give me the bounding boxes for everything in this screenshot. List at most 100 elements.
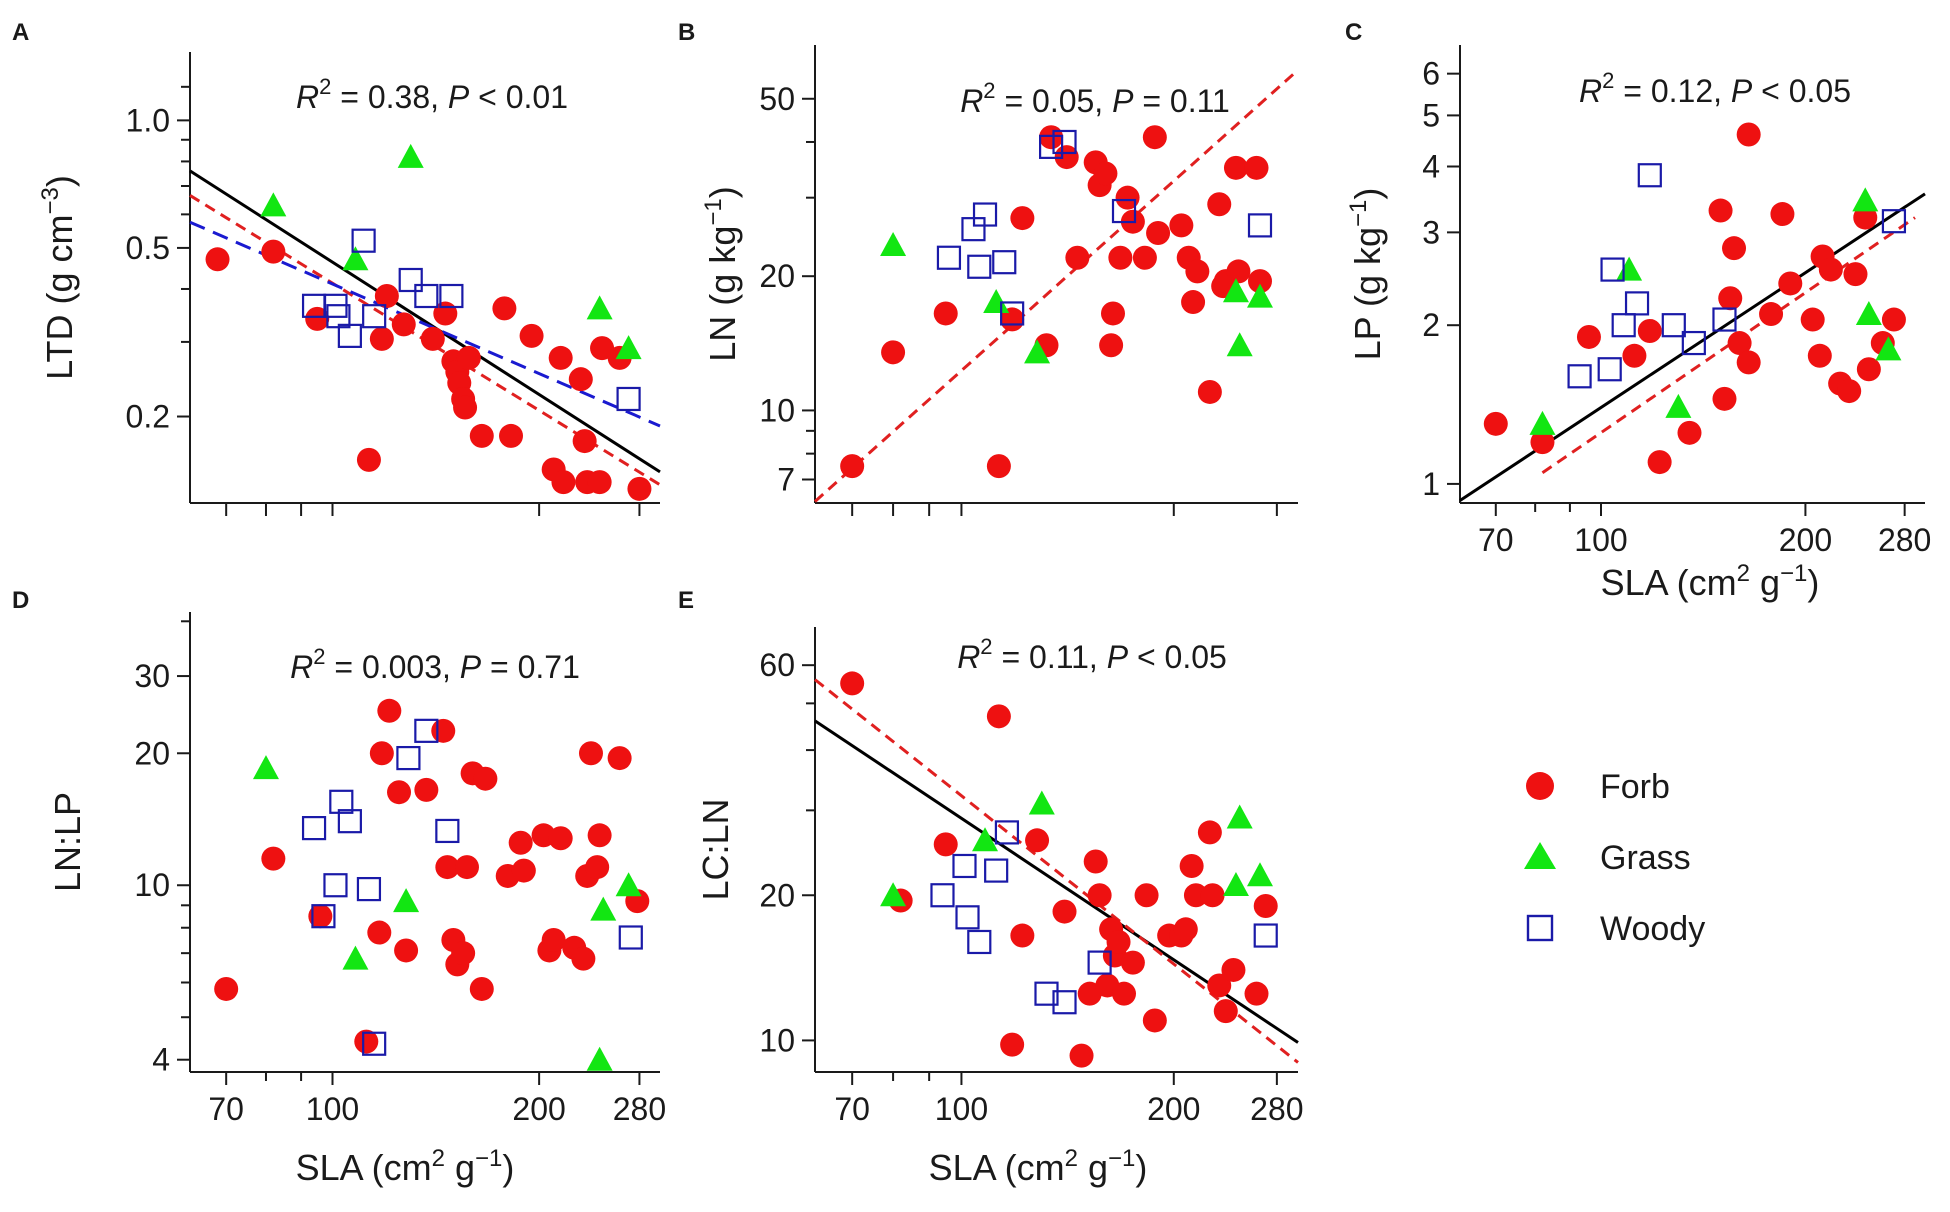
forb-point [1837, 379, 1862, 404]
grass-point [1852, 187, 1879, 212]
panel-label: E [678, 587, 694, 614]
woody-point [967, 929, 992, 955]
woody-point [1052, 990, 1077, 1015]
x-tick-label: 100 [306, 1091, 359, 1127]
forb-point [374, 284, 399, 309]
forb-point [1087, 883, 1112, 908]
y-tick-label: 7 [777, 461, 795, 497]
woody-point [329, 789, 354, 814]
forb-point [986, 454, 1011, 479]
forb-point [1099, 333, 1124, 358]
panel-B: B 7 10 20 50 LN (g kg−1) R2 = 0.05, P = 0.11 [678, 19, 1299, 516]
y-axis-title: LP (g kg−1) [1345, 188, 1388, 361]
x-tick-label: 280 [1250, 1091, 1303, 1127]
forb-point [508, 830, 533, 855]
forb-point [1843, 262, 1868, 287]
forb-point [1722, 236, 1747, 261]
grass-point [252, 755, 279, 780]
woody-point [362, 304, 387, 329]
x-tick-label: 200 [1779, 522, 1832, 558]
forb-point [1200, 883, 1225, 908]
forb-point [1253, 893, 1278, 918]
woody-point [1253, 923, 1278, 948]
forb-point [1576, 324, 1601, 349]
forb-point [261, 846, 286, 871]
forb-point [453, 395, 478, 420]
forb-point [1185, 259, 1210, 284]
forb-point [1083, 849, 1108, 874]
forb-point [1807, 343, 1832, 368]
grass-point [397, 143, 424, 168]
y-tick-label: 10 [759, 392, 795, 428]
forb-point [572, 429, 597, 454]
forb-point [1856, 357, 1881, 382]
forb-point [551, 470, 576, 495]
woody-point [955, 905, 980, 930]
y-tick-label: 3 [1422, 214, 1440, 250]
woody-point [1000, 301, 1025, 326]
grass-point [880, 882, 907, 907]
grass-point [1222, 872, 1249, 897]
forb-point [1120, 950, 1145, 975]
grass-point [586, 295, 613, 320]
y-axis-title: LC:LN [695, 798, 736, 900]
forb-point [1247, 269, 1272, 294]
y-axis-title: LN (g kg−1) [700, 186, 743, 361]
panel-D: D 4 10 20 30 70 100 200 280 LN:LP SLA (cm2 g−1) R2 … [12, 587, 666, 1188]
forb-point [1142, 125, 1167, 150]
forb-point [1770, 202, 1795, 227]
forb-point [1052, 899, 1077, 924]
forb-point [1727, 331, 1752, 356]
forb-point [431, 718, 456, 743]
stats-annotation: R2 = 0.12, P < 0.05 [1579, 68, 1851, 109]
woody-point [952, 853, 977, 879]
y-tick-label: 1.0 [126, 102, 170, 138]
woody-point [311, 904, 336, 929]
forb-point [1708, 198, 1733, 223]
grass-point [342, 246, 369, 271]
forb-point [1213, 999, 1238, 1024]
woody-point [435, 818, 460, 844]
x-tick-label: 100 [935, 1091, 988, 1127]
woody-point [1611, 313, 1636, 338]
forb-point [587, 470, 612, 495]
forb-point [578, 741, 603, 766]
forb-point [840, 454, 865, 479]
forb-point [1197, 820, 1222, 845]
grass-point [1222, 278, 1249, 303]
fit-line-forb [814, 678, 1299, 1064]
forb-point [571, 946, 596, 971]
y-axis-title: LN:LP [47, 792, 88, 892]
forb-point [1132, 245, 1157, 270]
forb-point [1223, 155, 1248, 180]
panel-label: C [1345, 19, 1362, 46]
forb-point [435, 855, 460, 880]
forb-point [261, 239, 286, 264]
woody-point [301, 816, 327, 841]
forb-point [369, 741, 394, 766]
forb-point [499, 423, 524, 448]
panel-C: C 1 2 3 4 5 6 70 100 200 280 LP (g kg−1) SLA (cm2 g−… [1345, 19, 1931, 603]
woody-point [1600, 257, 1625, 282]
woody-point [1039, 134, 1064, 159]
forb-point [1025, 828, 1050, 853]
woody-point [337, 809, 362, 834]
forb-point [451, 941, 476, 966]
woody-point [1712, 307, 1737, 332]
forb-point [1069, 1043, 1094, 1068]
woody-point [984, 858, 1009, 883]
forb-point [1530, 430, 1555, 455]
legend-grass-marker [1524, 842, 1556, 869]
forb-point [1173, 917, 1198, 942]
woody-point [1624, 291, 1650, 316]
grass-point [1024, 339, 1051, 364]
woody-point [1661, 313, 1686, 338]
forb-point [1108, 245, 1133, 270]
grass-point [615, 335, 642, 360]
grass-point [1529, 410, 1556, 435]
y-tick-label: 10 [759, 1022, 795, 1058]
forb-point [1221, 957, 1246, 982]
forb-point [1093, 161, 1118, 186]
forb-point [1853, 205, 1878, 230]
